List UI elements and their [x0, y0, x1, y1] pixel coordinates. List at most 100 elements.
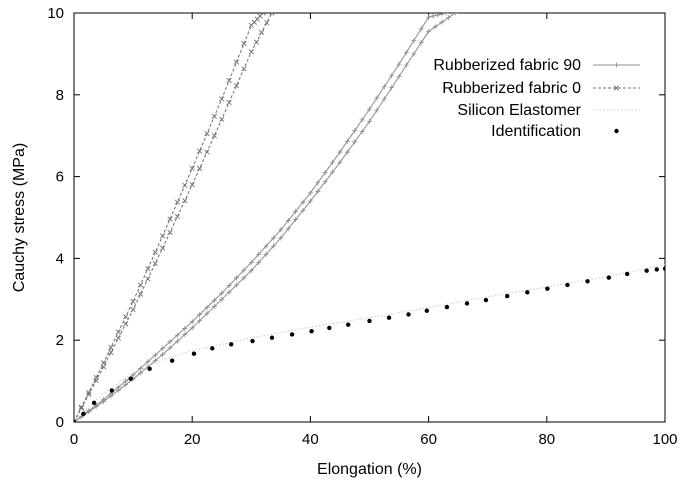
- data-point-marker: [78, 414, 84, 420]
- data-point-marker: [123, 382, 129, 388]
- data-point-marker: [389, 72, 395, 78]
- data-point: [128, 376, 133, 381]
- data-point-marker: [219, 116, 225, 122]
- data-point-marker: [367, 118, 372, 124]
- data-point-marker: [182, 182, 188, 188]
- series-0: [74, 13, 458, 422]
- data-point-marker: [160, 352, 166, 358]
- data-point-marker: [263, 251, 269, 257]
- data-point-marker: [278, 235, 284, 241]
- data-point: [464, 301, 470, 306]
- data-point: [250, 338, 255, 344]
- data-point-marker: [234, 282, 240, 288]
- x-tick-label: 60: [420, 431, 437, 448]
- data-point-marker: [137, 291, 144, 297]
- data-point-marker: [434, 13, 440, 18]
- data-point-marker: [174, 332, 180, 338]
- data-point-marker: [189, 325, 195, 331]
- y-tick-label: 10: [47, 5, 64, 22]
- data-point-marker: [86, 409, 92, 415]
- data-point-marker: [426, 28, 432, 34]
- y-axis-label: Cauchy stress (MPa): [11, 143, 28, 292]
- data-point: [74, 419, 77, 422]
- data-point-marker: [160, 245, 166, 251]
- axis-ticks: 0 20 40 60 80 100 0 2 4 6 8 10: [47, 5, 677, 448]
- data-point-marker: [256, 259, 262, 265]
- data-point-marker: [315, 188, 321, 194]
- data-point-marker: [381, 84, 387, 90]
- data-point-marker: [174, 199, 181, 205]
- data-point-marker: [381, 96, 387, 102]
- legend-label: Rubberized fabric 0: [442, 80, 581, 97]
- data-point-marker: [211, 113, 217, 119]
- data-point-marker: [264, 20, 270, 26]
- data-point-marker: [396, 61, 402, 67]
- data-point-marker: [108, 349, 114, 356]
- data-point: [505, 293, 510, 299]
- data-point-marker: [167, 216, 173, 222]
- data-point-marker: [374, 95, 380, 101]
- y-tick-label: 0: [56, 414, 64, 431]
- data-point: [483, 297, 489, 303]
- data-point-marker: [411, 51, 417, 57]
- data-point-marker: [248, 49, 254, 55]
- data-point-marker: [337, 149, 343, 155]
- data-point-marker: [241, 275, 247, 281]
- data-point-marker: [307, 198, 313, 204]
- data-point-marker: [152, 358, 158, 364]
- data-point-marker: [226, 289, 232, 295]
- data-point-marker: [115, 387, 121, 393]
- data-point-marker: [322, 179, 328, 185]
- data-point: [424, 308, 430, 313]
- data-point-marker: [248, 268, 254, 274]
- data-point: [269, 335, 275, 340]
- x-tick-label: 20: [184, 431, 201, 448]
- data-point-marker: [219, 96, 225, 102]
- data-point-marker: [418, 26, 424, 32]
- series-line: [74, 264, 665, 422]
- data-point-marker: [189, 319, 195, 325]
- data-point: [654, 267, 659, 272]
- data-point-marker: [211, 297, 217, 303]
- series-3: [74, 266, 665, 422]
- data-point: [367, 318, 372, 324]
- data-point-marker: [86, 391, 92, 398]
- data-point-marker: [204, 311, 210, 317]
- data-point-marker: [108, 393, 114, 399]
- data-point-marker: [145, 266, 151, 272]
- data-point-marker: [418, 40, 424, 46]
- data-point: [585, 279, 590, 284]
- data-point: [289, 332, 295, 337]
- data-point-marker: [145, 359, 151, 365]
- legend-entry: Identification: [491, 123, 619, 140]
- data-point-marker: [189, 182, 195, 188]
- series-layer: [74, 13, 665, 422]
- data-point: [147, 366, 152, 372]
- data-point-marker: [152, 249, 158, 255]
- data-point-marker: [285, 218, 291, 224]
- data-point: [169, 358, 175, 363]
- data-point-marker: [101, 399, 107, 405]
- legend-entry: Silicon Elastomer: [457, 102, 640, 119]
- data-point-marker: [226, 77, 232, 84]
- data-point: [406, 312, 411, 317]
- data-point-marker: [344, 149, 350, 155]
- data-point: [662, 266, 665, 271]
- data-point: [229, 342, 234, 347]
- data-point-marker: [196, 148, 203, 154]
- data-point-marker: [174, 338, 180, 344]
- data-point-marker: [234, 275, 240, 281]
- data-point-marker: [337, 159, 343, 165]
- data-point-marker: [233, 82, 240, 89]
- data-point-marker: [374, 107, 380, 113]
- data-point-marker: [204, 131, 210, 137]
- data-point-marker: [204, 304, 210, 310]
- data-point-marker: [115, 335, 121, 341]
- data-point-marker: [330, 169, 336, 175]
- data-point-marker: [300, 207, 306, 213]
- data-point-marker: [256, 251, 262, 257]
- data-point-marker: [137, 282, 144, 288]
- legend-label: Rubberized fabric 90: [433, 57, 581, 74]
- data-point: [191, 351, 197, 356]
- series-line: [74, 13, 447, 422]
